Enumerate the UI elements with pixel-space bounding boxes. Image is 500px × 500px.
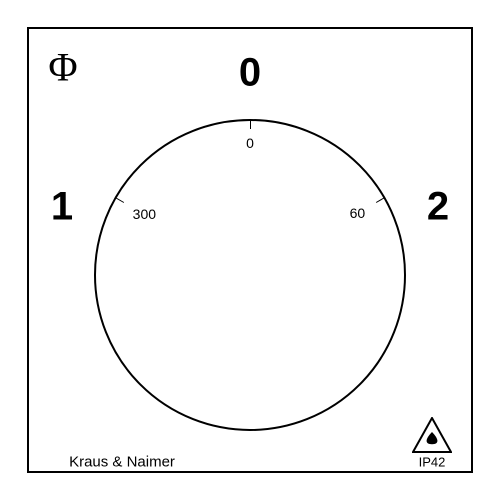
position-label-0: 0	[239, 51, 261, 96]
dial-tick-label: 60	[350, 205, 366, 221]
ip-rating-label: IP42	[419, 455, 446, 470]
brand-label: Kraus & Naimer	[69, 454, 175, 471]
switch-escutcheon-diagram: 0 60 300 0 1 2 Φ Kraus & Naimer IP42	[0, 0, 500, 500]
dial-circle	[94, 119, 406, 431]
dial-tick	[250, 119, 251, 129]
dial-tick-label: 0	[246, 135, 254, 151]
dial-tick-label: 300	[133, 206, 156, 222]
phi-symbol: Φ	[48, 44, 77, 91]
position-label-1: 1	[51, 184, 73, 229]
position-label-2: 2	[427, 184, 449, 229]
ip-cert-mark	[412, 417, 452, 453]
